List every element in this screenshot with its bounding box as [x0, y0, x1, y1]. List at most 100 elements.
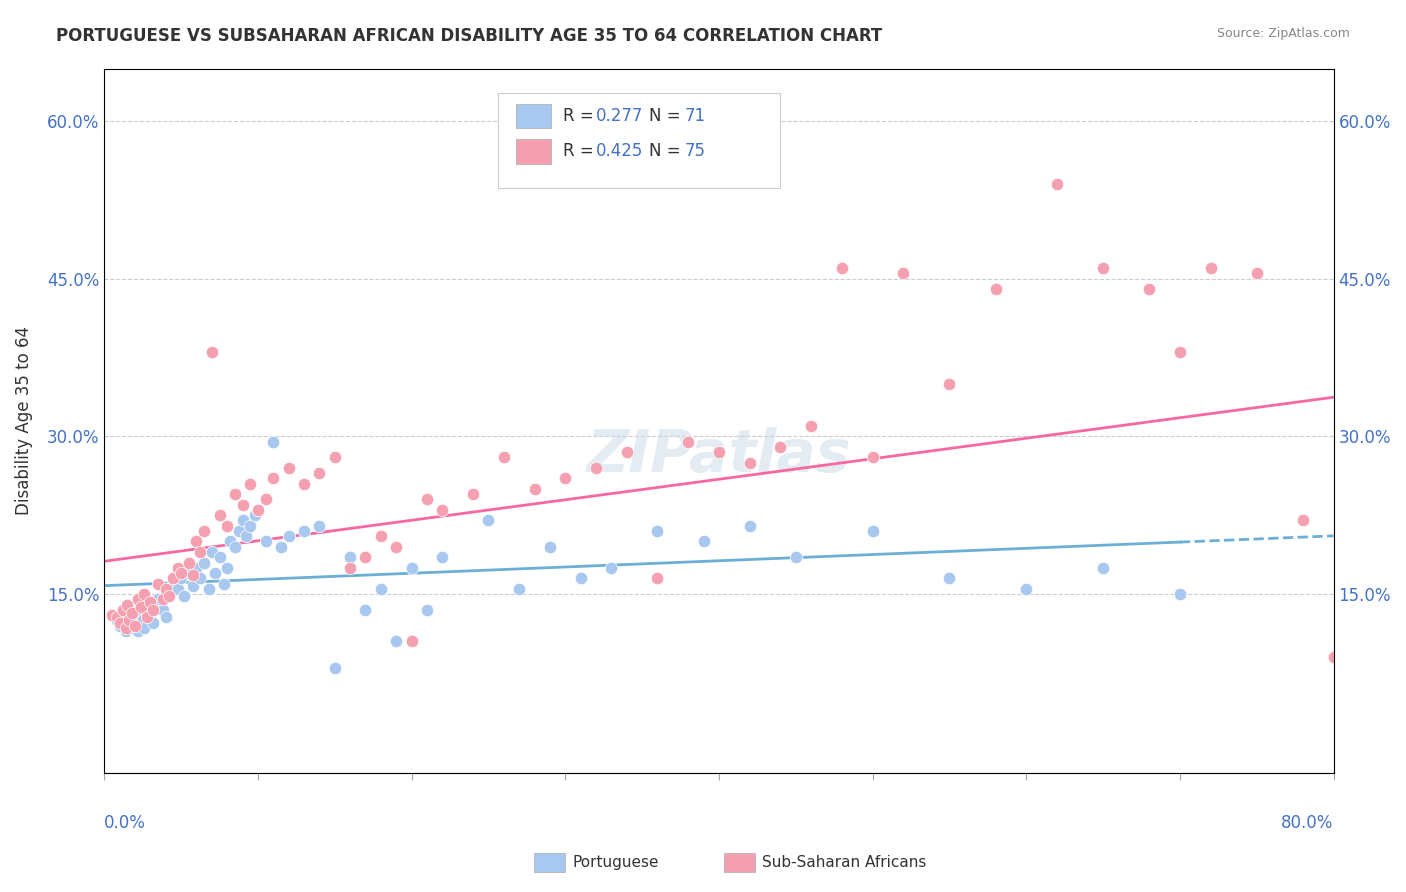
Point — [1353, 645, 1375, 659]
Point — [277, 529, 299, 543]
Point — [146, 592, 169, 607]
FancyBboxPatch shape — [516, 103, 551, 128]
Point — [186, 561, 208, 575]
Point — [243, 508, 266, 523]
Text: 75: 75 — [685, 142, 706, 160]
Point — [128, 598, 150, 612]
Point — [254, 534, 277, 549]
Text: Sub-Saharan Africans: Sub-Saharan Africans — [762, 855, 927, 870]
Point — [121, 621, 143, 635]
Point — [162, 571, 184, 585]
Point — [136, 608, 159, 623]
Point — [616, 445, 638, 459]
Point — [118, 613, 141, 627]
Point — [508, 582, 530, 596]
Text: N =: N = — [650, 107, 686, 125]
Point — [707, 445, 730, 459]
Point — [217, 518, 239, 533]
FancyBboxPatch shape — [516, 139, 551, 163]
Point — [785, 550, 807, 565]
Point — [228, 524, 250, 538]
Point — [1246, 267, 1268, 281]
Point — [692, 534, 714, 549]
Point — [204, 566, 226, 580]
Point — [111, 603, 134, 617]
Point — [292, 476, 315, 491]
Point — [246, 503, 269, 517]
Point — [385, 634, 408, 648]
Point — [270, 540, 292, 554]
Point — [139, 595, 162, 609]
Point — [193, 556, 215, 570]
Point — [401, 634, 423, 648]
Point — [432, 503, 454, 517]
Point — [136, 610, 159, 624]
Point — [676, 434, 699, 449]
Point — [131, 613, 153, 627]
Point — [938, 571, 960, 585]
Point — [208, 550, 231, 565]
Point — [262, 434, 284, 449]
Point — [370, 529, 392, 543]
Point — [183, 579, 205, 593]
Point — [262, 471, 284, 485]
Point — [101, 608, 124, 623]
Point — [254, 492, 277, 507]
Point — [432, 550, 454, 565]
Point — [585, 461, 607, 475]
Point — [208, 508, 231, 523]
Point — [1168, 345, 1191, 359]
Point — [984, 282, 1007, 296]
Point — [157, 589, 180, 603]
Point — [1168, 587, 1191, 601]
Text: 71: 71 — [685, 107, 706, 125]
Point — [354, 603, 377, 617]
Point — [170, 566, 193, 580]
Point — [401, 561, 423, 575]
Point — [738, 518, 761, 533]
Point — [152, 592, 174, 607]
Text: PORTUGUESE VS SUBSAHARAN AFRICAN DISABILITY AGE 35 TO 64 CORRELATION CHART: PORTUGUESE VS SUBSAHARAN AFRICAN DISABIL… — [56, 27, 883, 45]
Point — [235, 529, 257, 543]
Point — [538, 540, 561, 554]
FancyBboxPatch shape — [498, 93, 780, 188]
Text: R =: R = — [562, 107, 599, 125]
Point — [167, 582, 190, 596]
Point — [118, 616, 141, 631]
Point — [1323, 650, 1346, 665]
Text: Source: ZipAtlas.com: Source: ZipAtlas.com — [1216, 27, 1350, 40]
Point — [308, 518, 330, 533]
Point — [170, 571, 193, 585]
Point — [117, 598, 139, 612]
Point — [600, 561, 623, 575]
Point — [217, 561, 239, 575]
Point — [117, 610, 139, 624]
Text: ZIPatlas: ZIPatlas — [586, 427, 851, 484]
Point — [142, 616, 165, 631]
Point — [800, 418, 823, 433]
Point — [232, 513, 254, 527]
Point — [167, 561, 190, 575]
Text: N =: N = — [650, 142, 686, 160]
Text: 0.425: 0.425 — [596, 142, 644, 160]
Point — [134, 621, 156, 635]
Point — [1046, 177, 1069, 191]
Point — [1384, 660, 1406, 674]
Point — [1137, 282, 1160, 296]
Point — [224, 487, 246, 501]
Point — [139, 599, 162, 614]
Point — [193, 524, 215, 538]
Point — [162, 576, 184, 591]
Point — [647, 524, 669, 538]
Point — [201, 545, 224, 559]
Point — [246, 503, 269, 517]
Point — [292, 524, 315, 538]
Y-axis label: Disability Age 35 to 64: Disability Age 35 to 64 — [15, 326, 32, 515]
Point — [212, 576, 235, 591]
Point — [201, 345, 224, 359]
Text: 0.0%: 0.0% — [104, 814, 146, 832]
Point — [127, 592, 149, 607]
Point — [129, 599, 152, 614]
Point — [134, 587, 156, 601]
Point — [862, 524, 884, 538]
